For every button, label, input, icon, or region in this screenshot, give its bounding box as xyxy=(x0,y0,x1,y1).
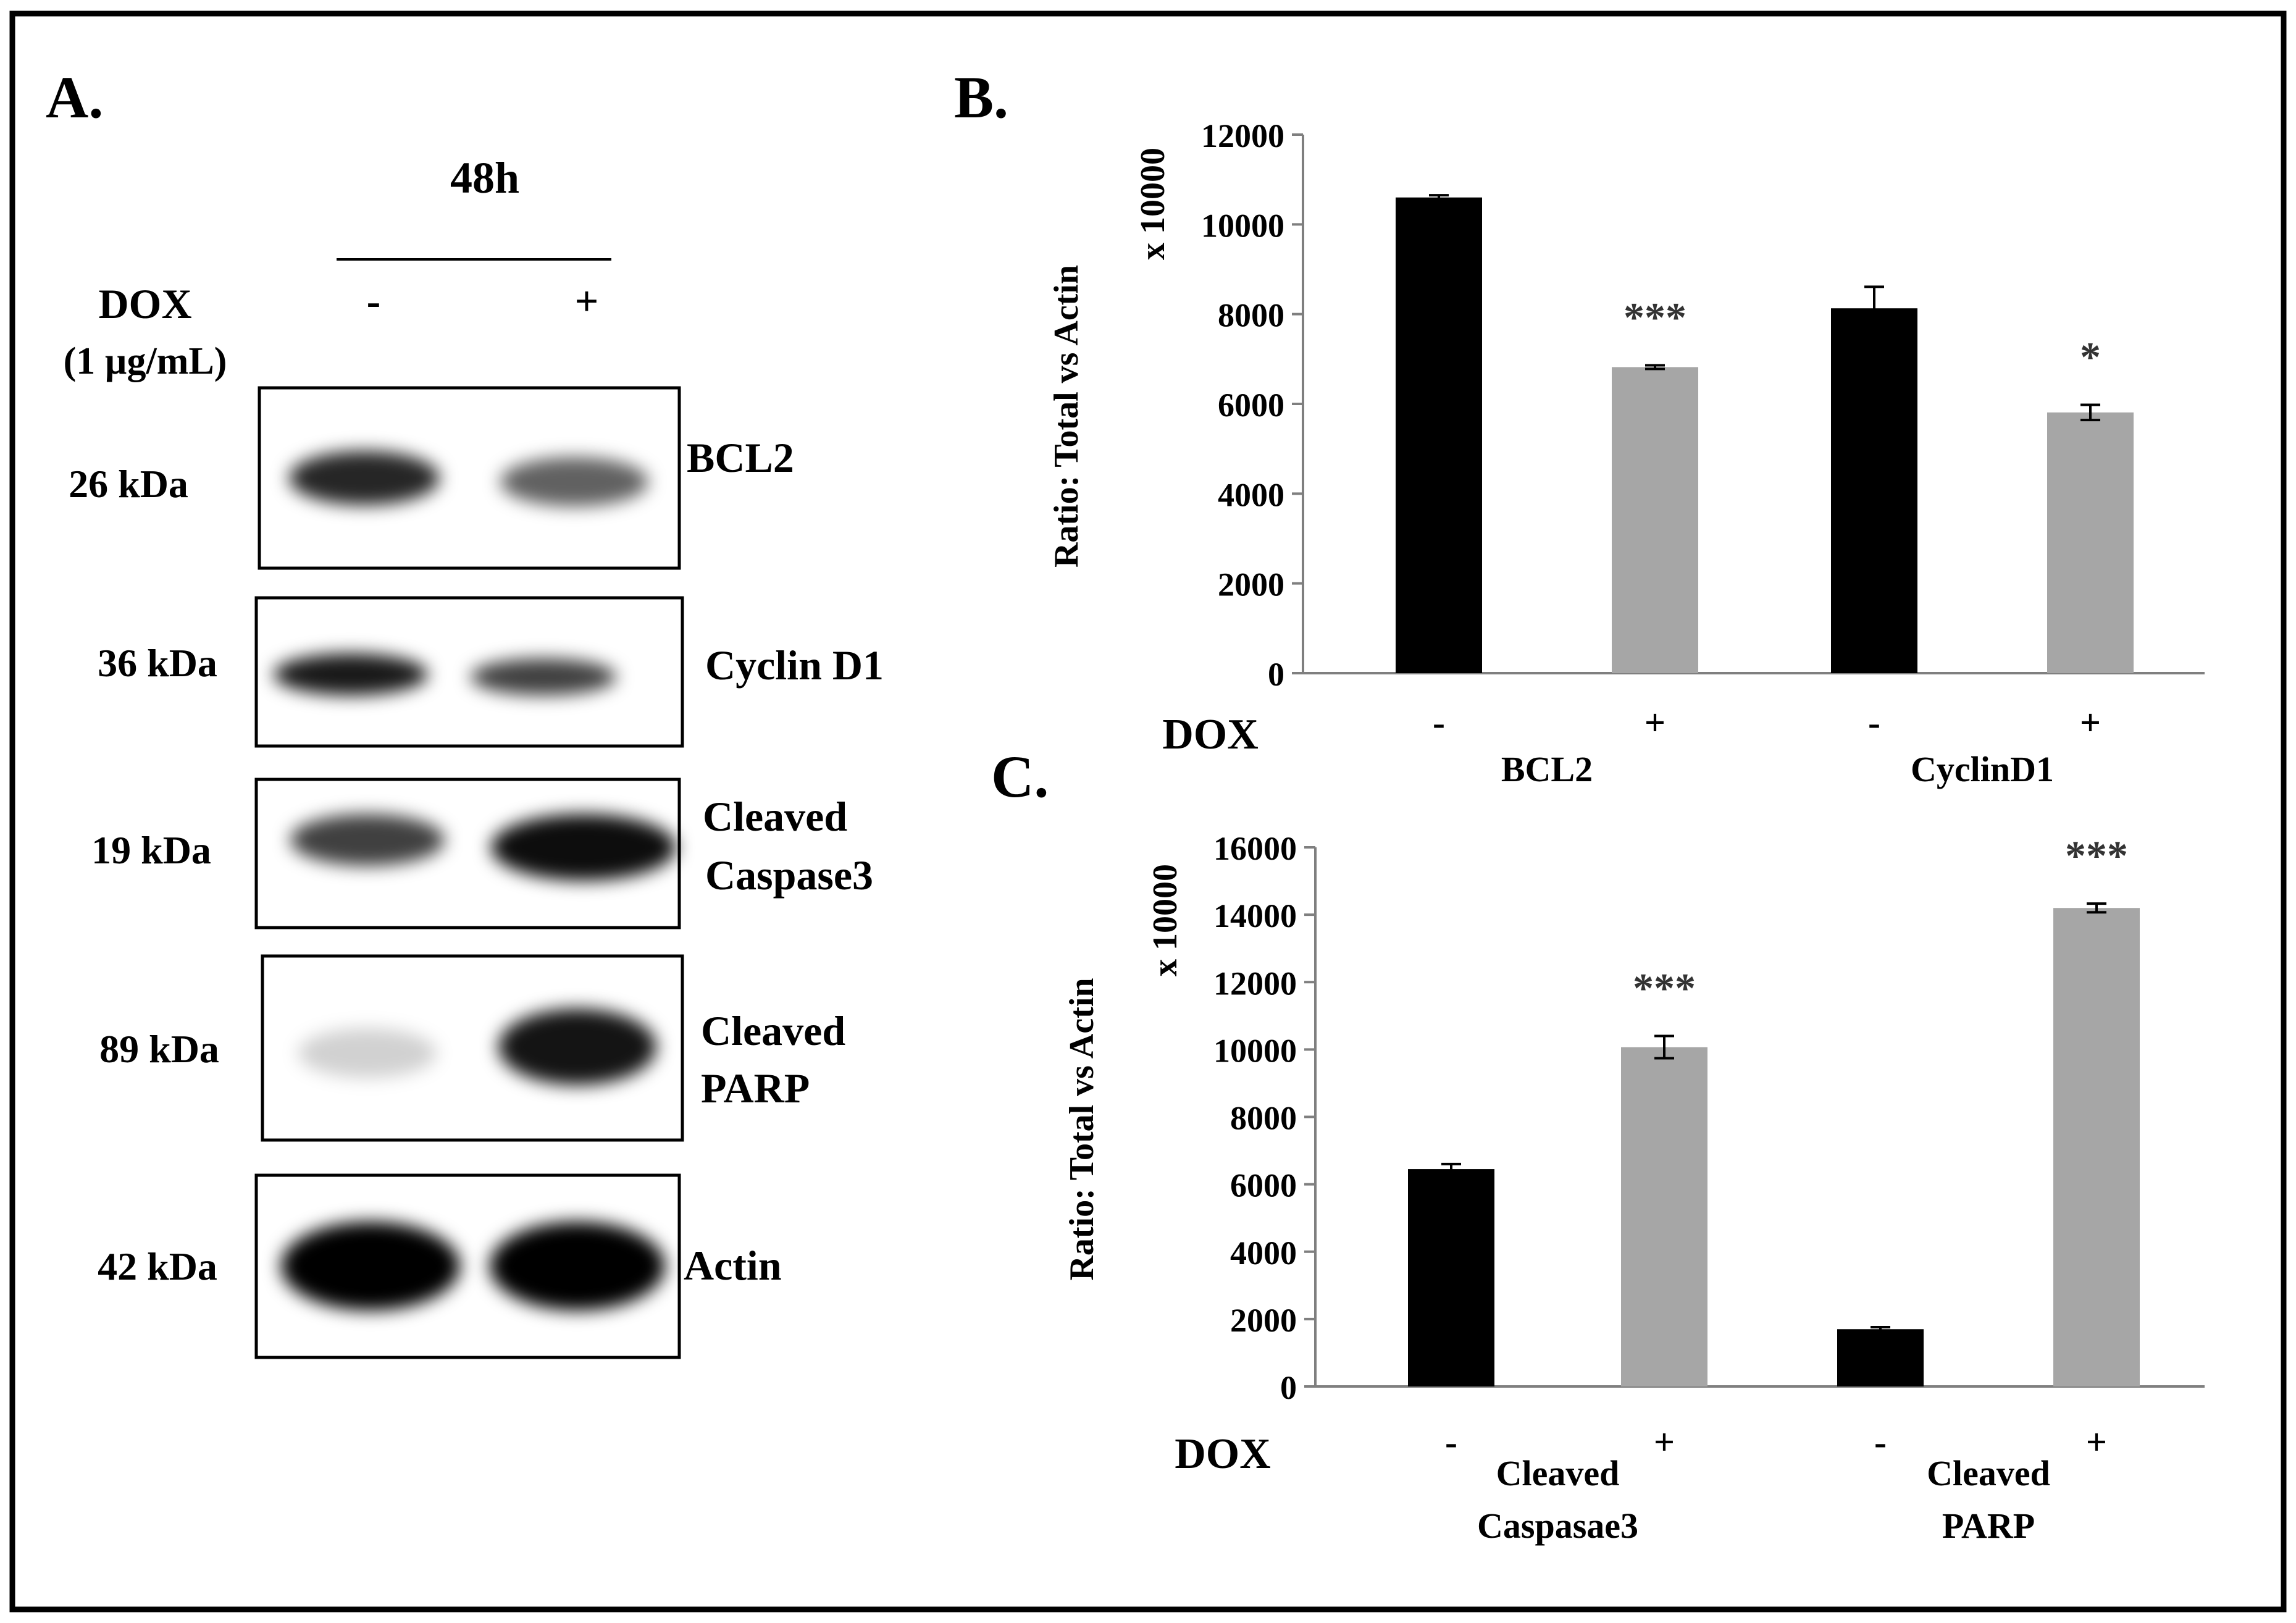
blot-name-label: Cleaved xyxy=(701,1007,845,1054)
blot-name-label: Actin xyxy=(684,1242,782,1289)
significance-label: *** xyxy=(2065,832,2128,879)
group-label: CyclinD1 xyxy=(1911,749,2054,789)
panel-c: C. 0 2000 4000 6000 8000 10000 12000 14000 16000… xyxy=(991,744,2205,1546)
lane-minus-label: - xyxy=(367,277,381,324)
band-lane-plus xyxy=(491,814,676,881)
y-tick-label: 0 xyxy=(1268,656,1284,693)
blot-cleaved-caspase3: 19 kDa Cleaved Caspase3 xyxy=(91,778,873,929)
y-axis-unit: x 10000 xyxy=(1146,864,1184,976)
bar xyxy=(1621,1047,1707,1386)
y-tick-label: 12000 xyxy=(1201,117,1284,154)
lane-plus-label: + xyxy=(575,277,599,324)
y-tick-label: 0 xyxy=(1280,1369,1297,1406)
blot-mw-label: 89 kDa xyxy=(99,1027,219,1071)
blot-mw-label: 26 kDa xyxy=(69,462,188,506)
y-axis-label: Ratio: Total vs Actin xyxy=(1047,265,1086,568)
dox-sign-label: - xyxy=(1433,702,1445,743)
blot-mw-label: 42 kDa xyxy=(98,1244,217,1288)
y-tick-label: 8000 xyxy=(1230,1100,1297,1137)
group-label: PARP xyxy=(1942,1506,2035,1546)
y-tick-label: 4000 xyxy=(1230,1235,1297,1272)
band-lane-plus xyxy=(471,658,616,695)
blot-cleaved-parp: 89 kDa Cleaved PARP xyxy=(99,954,845,1142)
bar xyxy=(1831,308,1917,674)
bar xyxy=(2053,908,2140,1386)
blot-mw-label: 19 kDa xyxy=(91,828,211,872)
dox-sign-label: + xyxy=(1644,702,1665,743)
blot-mw-label: 36 kDa xyxy=(98,641,217,685)
bar xyxy=(1612,367,1698,673)
dox-sign-label: - xyxy=(1874,1422,1887,1462)
blot-name-label: Cyclin D1 xyxy=(705,642,884,689)
band-lane-minus xyxy=(290,814,445,866)
y-tick-label: 2000 xyxy=(1230,1302,1297,1339)
significance-label: *** xyxy=(1633,965,1696,1012)
y-tick-label: 16000 xyxy=(1213,830,1297,867)
band-lane-minus xyxy=(281,1222,460,1311)
dox-row-label: DOX xyxy=(1175,1430,1271,1478)
y-tick-label: 2000 xyxy=(1218,566,1284,603)
bar xyxy=(1837,1329,1924,1386)
dox-row-label: DOX xyxy=(1162,711,1259,758)
panel-b: B. 0 2000 4000 6000 8000 10000 12000 Ratio: Tot… xyxy=(954,64,2205,789)
blot-name-label-line2: PARP xyxy=(701,1065,810,1112)
y-tick-label: 10000 xyxy=(1213,1032,1297,1069)
band-lane-plus xyxy=(498,1009,656,1085)
panel-a-label: A. xyxy=(46,64,103,130)
y-tick-label: 6000 xyxy=(1230,1167,1297,1204)
dox-sign-label: + xyxy=(2080,702,2101,743)
bar xyxy=(1396,197,1482,673)
blot-bcl2: 26 kDa BCL2 xyxy=(69,386,794,570)
y-tick-label: 8000 xyxy=(1218,297,1284,334)
panel-b-label: B. xyxy=(954,64,1008,130)
blot-cyclin-d1: 36 kDa Cyclin D1 xyxy=(98,596,884,748)
y-tick-label: 10000 xyxy=(1201,207,1284,244)
group-label: Cleaved xyxy=(1927,1453,2050,1493)
y-tick-label: 6000 xyxy=(1218,387,1284,424)
panel-c-label: C. xyxy=(991,744,1049,810)
group-label: Cleaved xyxy=(1496,1453,1620,1493)
dox-concentration: (1 µg/mL) xyxy=(64,340,227,382)
panel-a: A. 48h DOX (1 µg/mL) - + 26 kDa BCL2 36 … xyxy=(46,64,884,1359)
y-tick-label: 4000 xyxy=(1218,476,1284,513)
y-tick-label: 14000 xyxy=(1213,897,1297,934)
group-label: Caspasae3 xyxy=(1477,1506,1638,1546)
group-label: BCL2 xyxy=(1501,749,1593,789)
y-axis-unit: x 10000 xyxy=(1134,148,1172,260)
significance-label: *** xyxy=(1624,294,1686,341)
band-lane-minus xyxy=(274,653,428,695)
y-tick-label: 12000 xyxy=(1213,965,1297,1002)
blot-name-label: BCL2 xyxy=(687,434,794,481)
chart-caspase3-parp: 0 2000 4000 6000 8000 10000 12000 14000 16000 Rat… xyxy=(1063,830,2205,1546)
dox-label: DOX xyxy=(98,280,191,327)
band-lane-minus xyxy=(289,451,440,505)
y-axis-label: Ratio: Total vs Actin xyxy=(1063,978,1101,1280)
dox-sign-label: + xyxy=(2086,1422,2107,1462)
chart-bcl2-cyclind1: 0 2000 4000 6000 8000 10000 12000 Ratio: Total … xyxy=(1047,117,2205,789)
significance-label: * xyxy=(2080,333,2101,380)
blot-name-label-line2: Caspase3 xyxy=(705,852,873,899)
band-lane-plus xyxy=(490,1222,665,1311)
blot-name-label: Cleaved xyxy=(703,793,847,840)
time-label: 48h xyxy=(450,153,519,203)
dox-sign-label: - xyxy=(1445,1422,1457,1462)
dox-sign-label: - xyxy=(1868,702,1880,743)
band-lane-plus xyxy=(500,457,648,506)
bar xyxy=(1408,1169,1494,1386)
blot-actin: 42 kDa Actin xyxy=(98,1173,782,1359)
bar xyxy=(2047,412,2134,673)
band-lane-minus xyxy=(298,1028,437,1078)
dox-sign-label: + xyxy=(1654,1422,1675,1462)
